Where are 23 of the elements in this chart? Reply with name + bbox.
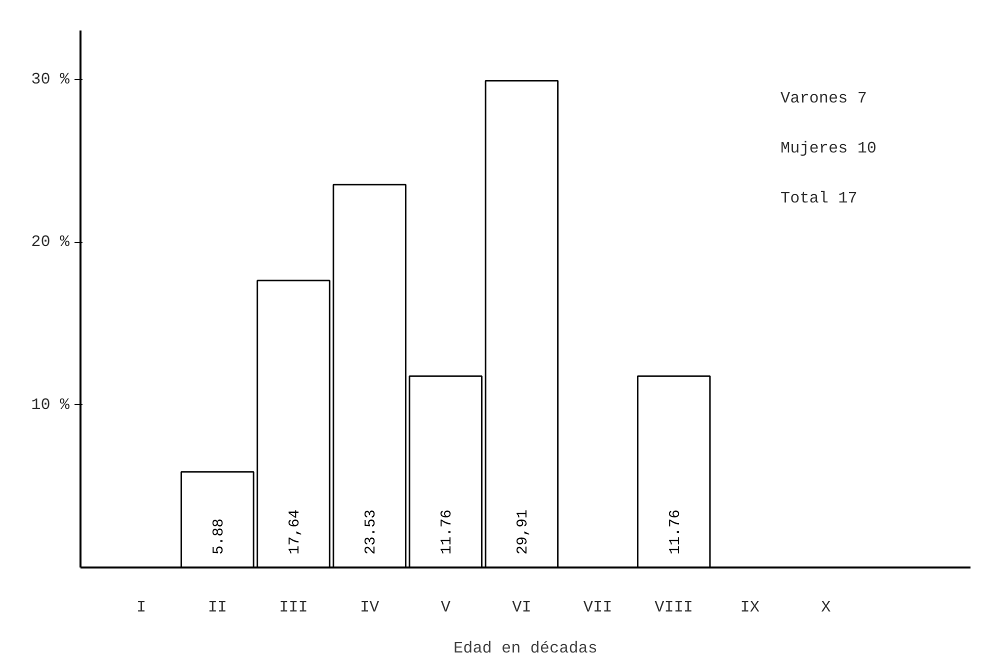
y-tick-label: 30 % (31, 70, 70, 88)
data-label: 11.76 (666, 509, 684, 554)
x-tick-label: II (208, 598, 228, 616)
annotation: Varones 7 (780, 90, 867, 108)
x-tick-label: III (279, 598, 308, 616)
x-tick-label: V (440, 598, 451, 616)
data-label: 5.88 (210, 518, 228, 554)
annotation: Total 17 (780, 190, 858, 208)
x-tick-label: VII (583, 598, 612, 616)
x-axis-title: Edad en décadas (453, 640, 598, 658)
y-tick-label: 10 % (31, 396, 70, 414)
data-label: 17,64 (286, 509, 304, 554)
x-tick-label: IV (360, 598, 380, 616)
x-tick-label: VI (512, 598, 532, 616)
annotation: Mujeres 10 (780, 140, 877, 158)
x-tick-label: X (821, 598, 832, 616)
x-tick-label: IX (740, 598, 760, 616)
data-label: 11.76 (438, 509, 456, 554)
y-tick-label: 20 % (31, 233, 70, 252)
x-tick-label: VIII (654, 598, 694, 616)
data-label: 23.53 (362, 509, 380, 554)
x-tick-label: I (136, 598, 146, 616)
data-label: 29,91 (514, 509, 532, 554)
